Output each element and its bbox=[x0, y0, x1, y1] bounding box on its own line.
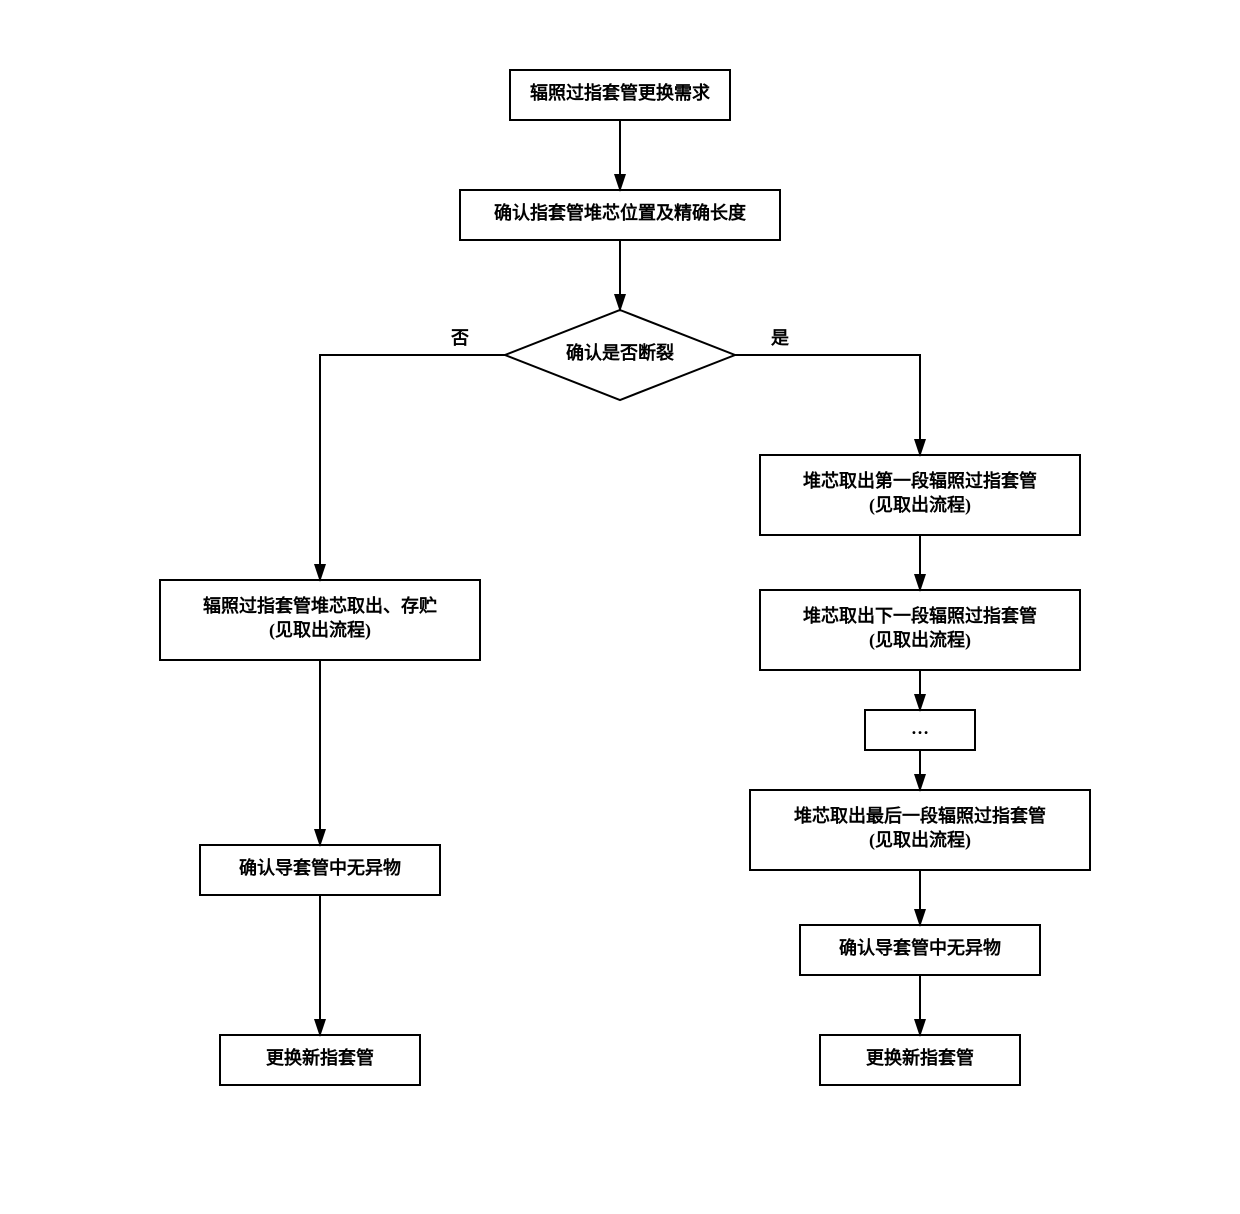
node-n11-line0: 更换新指套管 bbox=[866, 1047, 974, 1068]
node-n6-line0: 堆芯取出第一段辐照过指套管 bbox=[803, 470, 1037, 491]
edge-d1-n3 bbox=[320, 355, 505, 580]
node-n8-line0: … bbox=[911, 718, 929, 738]
node-n2-line0: 确认指套管堆芯位置及精确长度 bbox=[494, 202, 747, 223]
edge-label-3: 是 bbox=[770, 328, 789, 348]
node-n9-line0: 堆芯取出最后一段辐照过指套管 bbox=[794, 805, 1046, 826]
node-n6-line1: (见取出流程) bbox=[869, 494, 971, 516]
node-n4-line0: 确认导套管中无异物 bbox=[239, 857, 401, 878]
node-n10: 确认导套管中无异物 bbox=[800, 925, 1040, 975]
node-n11: 更换新指套管 bbox=[820, 1035, 1020, 1085]
node-n6: 堆芯取出第一段辐照过指套管 (见取出流程) bbox=[760, 455, 1080, 535]
node-n9-line1: (见取出流程) bbox=[869, 829, 971, 851]
node-n5-line0: 更换新指套管 bbox=[266, 1047, 374, 1068]
node-n1-line0: 辐照过指套管更换需求 bbox=[530, 82, 711, 103]
node-n1: 辐照过指套管更换需求 bbox=[510, 70, 730, 120]
node-n10-line0: 确认导套管中无异物 bbox=[839, 937, 1001, 958]
node-n9: 堆芯取出最后一段辐照过指套管 (见取出流程) bbox=[750, 790, 1090, 870]
flowchart-canvas: 辐照过指套管更换需求确认指套管堆芯位置及精确长度确认是否断裂辐照过指套管堆芯取出… bbox=[0, 0, 1240, 1214]
node-n7-line1: (见取出流程) bbox=[869, 629, 971, 651]
edge-d1-n6 bbox=[735, 355, 920, 455]
node-n7-line0: 堆芯取出下一段辐照过指套管 bbox=[803, 605, 1037, 626]
node-n3-line1: (见取出流程) bbox=[269, 619, 371, 641]
node-n4: 确认导套管中无异物 bbox=[200, 845, 440, 895]
node-d1: 确认是否断裂 bbox=[505, 310, 735, 400]
node-n3: 辐照过指套管堆芯取出、存贮 (见取出流程) bbox=[160, 580, 480, 660]
edge-label-2: 否 bbox=[450, 328, 469, 348]
node-n8: … bbox=[865, 710, 975, 750]
node-n2: 确认指套管堆芯位置及精确长度 bbox=[460, 190, 780, 240]
node-d1-line0: 确认是否断裂 bbox=[566, 342, 674, 363]
node-n3-line0: 辐照过指套管堆芯取出、存贮 bbox=[203, 595, 437, 616]
node-n5: 更换新指套管 bbox=[220, 1035, 420, 1085]
node-n7: 堆芯取出下一段辐照过指套管 (见取出流程) bbox=[760, 590, 1080, 670]
